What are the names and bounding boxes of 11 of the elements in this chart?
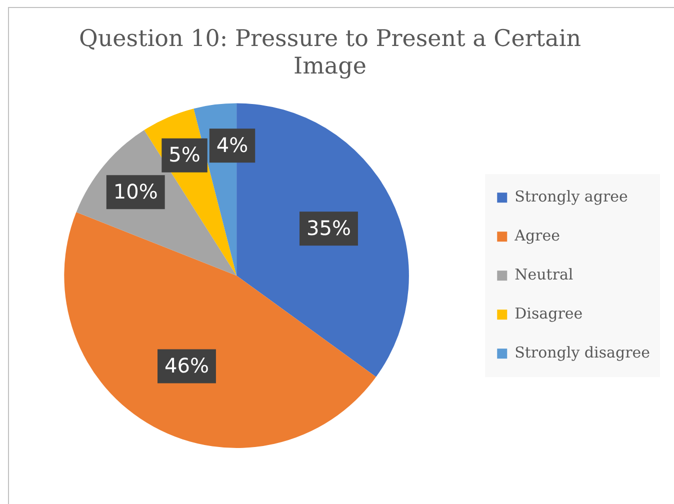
data-label: 5%	[168, 142, 200, 167]
legend-label: Strongly agree	[514, 187, 628, 206]
data-label: 10%	[113, 179, 158, 204]
data-label: 35%	[306, 216, 351, 240]
data-label: 4%	[216, 132, 248, 157]
data-label: 46%	[164, 353, 209, 378]
chart-title: Question 10: Pressure to Present a Certain Image	[78, 26, 582, 80]
legend-label: Neutral	[514, 265, 574, 284]
legend-label: Strongly disagree	[514, 343, 650, 362]
legend-label: Agree	[514, 226, 560, 244]
legend-label: Disagree	[514, 304, 583, 322]
